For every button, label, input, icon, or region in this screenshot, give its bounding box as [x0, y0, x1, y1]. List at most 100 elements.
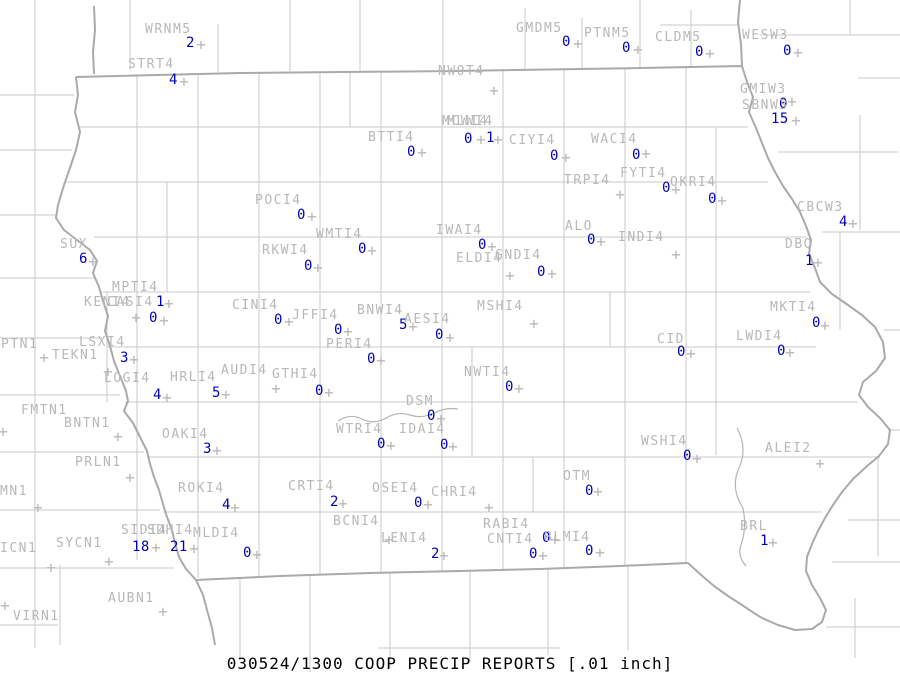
station-marker-plus-icon: +: [162, 388, 172, 407]
station-marker-plus-icon: +: [179, 72, 189, 91]
station-marker-plus-icon: +: [493, 130, 503, 149]
precip-value: 0: [407, 144, 416, 160]
station-id-label: AUBN1: [108, 591, 155, 606]
station-marker-plus-icon: +: [131, 308, 141, 327]
station-marker-plus-icon: +: [705, 44, 715, 63]
precip-value: 3: [120, 350, 129, 366]
station-id-label: TEKN1: [52, 348, 99, 363]
station-id-label: CID: [657, 332, 685, 347]
precip-value: 2: [330, 494, 339, 510]
station-id-label: BRL: [740, 519, 768, 534]
precip-value: 0: [632, 147, 641, 163]
precip-value: 4: [169, 72, 178, 88]
station-id-label: LSXI4: [79, 335, 126, 350]
station-id-label: CASI4: [107, 295, 154, 310]
station-marker-plus-icon: +: [386, 436, 396, 455]
precip-value: 0: [812, 315, 821, 331]
precip-value: 0: [304, 258, 313, 274]
station-id-label: LENI4: [381, 531, 428, 546]
station-marker-plus-icon: +: [284, 312, 294, 331]
station-id-label: MN1: [0, 484, 28, 499]
precip-value: 5: [212, 385, 221, 401]
station-marker-plus-icon: +: [787, 92, 797, 111]
station-marker-plus-icon: +: [641, 144, 651, 163]
station-id-label: RKWI4: [262, 243, 309, 258]
station-id-label: PRLN1: [75, 455, 122, 470]
station-marker-plus-icon: +: [815, 454, 825, 473]
precip-value: 0: [440, 437, 449, 453]
station-marker-plus-icon: +: [671, 180, 681, 199]
station-marker-plus-icon: +: [476, 130, 486, 149]
station-id-label: PTNM5: [584, 26, 631, 41]
county-grid-lines: [0, 0, 900, 672]
station-marker-plus-icon: +: [595, 543, 605, 562]
station-marker-plus-icon: +: [125, 468, 135, 487]
station-id-label: WMTI4: [316, 227, 363, 242]
station-id-label: BCNI4: [333, 514, 380, 529]
station-marker-plus-icon: +: [189, 539, 199, 558]
station-id-label: BLMI4: [544, 530, 591, 545]
station-marker-plus-icon: +: [423, 495, 433, 514]
precip-value: 0: [358, 241, 367, 257]
precip-value: 0: [708, 191, 717, 207]
station-id-label: WACI4: [591, 132, 638, 147]
station-id-label: WESW3: [742, 28, 789, 43]
station-id-label: GMDM5: [516, 21, 563, 36]
station-id-label: CLDM5: [655, 30, 702, 45]
station-marker-plus-icon: +: [230, 498, 240, 517]
station-marker-plus-icon: +: [252, 545, 262, 564]
station-marker-plus-icon: +: [692, 449, 702, 468]
precip-value: 0: [367, 351, 376, 367]
station-id-label: CBCW3: [797, 200, 844, 215]
station-id-label: OTM: [563, 469, 591, 484]
station-marker-plus-icon: +: [487, 237, 497, 256]
station-marker-plus-icon: +: [164, 294, 174, 313]
station-id-label: FYTI4: [620, 166, 667, 181]
station-id-label: OAKI4: [162, 427, 209, 442]
precip-value: 0: [149, 310, 158, 326]
station-id-label: HRLI4: [170, 370, 217, 385]
station-marker-plus-icon: +: [129, 350, 139, 369]
station-id-label: ROKI4: [178, 481, 225, 496]
precip-value: 1: [805, 253, 814, 269]
station-id-label: MCWI4: [442, 114, 489, 129]
station-marker-plus-icon: +: [686, 344, 696, 363]
station-marker-plus-icon: +: [33, 498, 43, 517]
station-marker-plus-icon: +: [46, 558, 56, 577]
station-marker-plus-icon: +: [561, 148, 571, 167]
station-marker-plus-icon: +: [550, 530, 560, 549]
station-marker-plus-icon: +: [439, 546, 449, 565]
precip-value: 15: [771, 111, 789, 127]
station-id-label: JFFI4: [292, 308, 339, 323]
station-id-label: AUDI4: [221, 363, 268, 378]
station-id-label: SIDI4: [121, 523, 168, 538]
precip-value: 0: [677, 344, 686, 360]
precip-value: 0: [274, 312, 283, 328]
station-id-label: ELDI4: [456, 251, 503, 266]
station-marker-plus-icon: +: [221, 385, 231, 404]
river-lines: [337, 407, 747, 567]
station-marker-plus-icon: +: [104, 552, 114, 571]
station-id-label: BNTN1: [64, 416, 111, 431]
precip-value: 0: [662, 180, 671, 196]
precip-value: 18: [132, 539, 150, 555]
precip-value: 0: [529, 546, 538, 562]
station-marker-plus-icon: +: [212, 441, 222, 460]
precip-value: 1: [156, 294, 165, 310]
station-marker-plus-icon: +: [196, 35, 206, 54]
station-id-label: DBQ: [785, 237, 813, 252]
precip-value: 0: [334, 322, 343, 338]
station-id-label: PERI4: [326, 337, 373, 352]
station-marker-plus-icon: +: [596, 232, 606, 251]
station-marker-plus-icon: +: [158, 602, 168, 621]
precip-value: 0: [585, 543, 594, 559]
station-marker-plus-icon: +: [671, 245, 681, 264]
precip-value: 2: [431, 546, 440, 562]
station-marker-plus-icon: +: [489, 81, 499, 100]
station-marker-plus-icon: +: [307, 207, 317, 226]
station-marker-plus-icon: +: [88, 252, 98, 271]
station-id-label: SYCN1: [56, 536, 103, 551]
precip-value: 0: [587, 232, 596, 248]
